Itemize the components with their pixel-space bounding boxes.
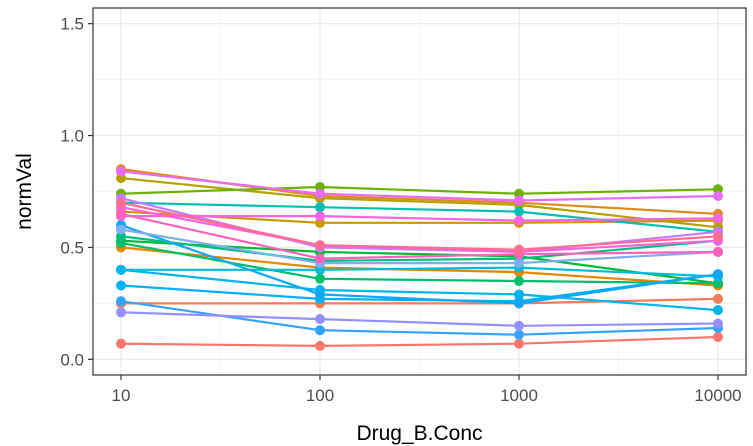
y-axis-title: normVal xyxy=(13,153,36,230)
series-point-20 xyxy=(315,188,325,199)
series-point-18 xyxy=(116,307,126,318)
series-point-14 xyxy=(116,280,126,291)
series-point-13 xyxy=(116,264,126,275)
series-point-23 xyxy=(315,253,325,264)
x-tick-label: 100 xyxy=(306,386,334,405)
series-point-18 xyxy=(713,318,723,329)
series-point-9 xyxy=(315,273,325,284)
series-point-24 xyxy=(713,231,723,242)
series-line-20 xyxy=(120,170,719,202)
series-line-15 xyxy=(120,224,719,305)
series-line-1 xyxy=(120,335,719,347)
series-point-23 xyxy=(713,246,723,257)
series-point-16 xyxy=(514,329,524,340)
series-line-23 xyxy=(120,212,719,260)
series-point-20 xyxy=(514,195,524,206)
series-line-6 xyxy=(120,177,719,229)
series-line-18 xyxy=(120,311,719,327)
series-line-12 xyxy=(121,266,719,278)
series-line-10 xyxy=(120,235,719,262)
series-point-17 xyxy=(514,258,524,269)
y-tick-label: 1.0 xyxy=(60,127,84,146)
series-point-11 xyxy=(315,202,325,213)
x-tick-label: 10000 xyxy=(694,386,741,405)
x-axis-title: Drug_B.Conc xyxy=(356,422,482,445)
series-point-23 xyxy=(116,208,126,219)
series-line-11 xyxy=(120,201,719,233)
plot-panel-border xyxy=(92,7,747,376)
series-line-13 xyxy=(120,268,719,312)
series-point-18 xyxy=(315,314,325,325)
series-line-7 xyxy=(120,185,719,195)
series-point-15 xyxy=(713,269,723,280)
y-axis: 0.0 0.5 1.0 1.5 xyxy=(60,15,93,369)
series-line-24 xyxy=(120,201,719,251)
series-point-13 xyxy=(713,305,723,316)
y-tick-label: 1.5 xyxy=(60,15,84,34)
series-point-20 xyxy=(116,166,126,177)
series-point-2 xyxy=(713,293,723,304)
series-point-9 xyxy=(514,276,524,287)
series-point-1 xyxy=(116,338,126,349)
series-point-21 xyxy=(315,211,325,222)
series-point-15 xyxy=(514,298,524,309)
series-line-3 xyxy=(120,246,719,287)
x-axis: 10 100 1000 10000 xyxy=(112,375,742,405)
series-line-21 xyxy=(121,215,719,222)
y-tick-label: 0.5 xyxy=(60,238,84,257)
series-point-16 xyxy=(116,296,126,307)
series-point-1 xyxy=(514,338,524,349)
series-point-18 xyxy=(514,320,524,331)
series-layer xyxy=(116,164,723,351)
series-point-16 xyxy=(315,325,325,336)
series-point-21 xyxy=(713,213,723,224)
series-point-17 xyxy=(116,224,126,235)
series-point-1 xyxy=(315,340,325,351)
series-point-11 xyxy=(514,206,524,217)
series-point-24 xyxy=(315,240,325,251)
series-point-24 xyxy=(116,197,126,208)
y-tick-label: 0.0 xyxy=(60,350,84,369)
x-tick-label: 1000 xyxy=(500,386,538,405)
series-point-21 xyxy=(514,215,524,226)
x-tick-label: 10 xyxy=(112,386,131,405)
series-point-1 xyxy=(713,331,723,342)
series-point-24 xyxy=(514,244,524,255)
series-line-17 xyxy=(120,228,719,265)
series-point-15 xyxy=(315,289,325,300)
series-point-20 xyxy=(713,190,723,201)
